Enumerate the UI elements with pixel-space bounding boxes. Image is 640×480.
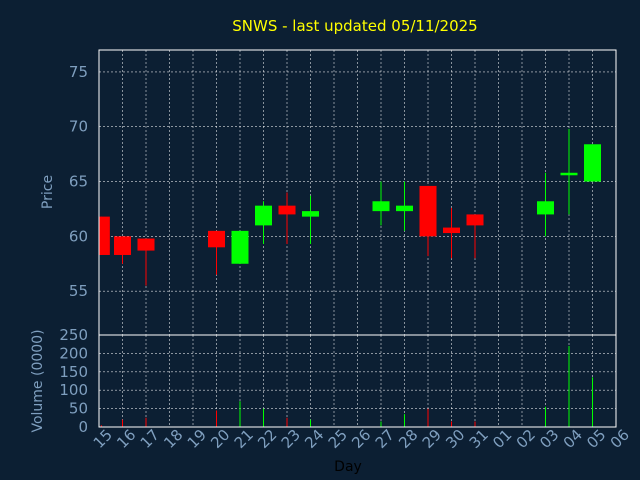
candle-body bbox=[99, 216, 110, 255]
candle-body bbox=[302, 211, 319, 217]
volume-tick-label: 250 bbox=[59, 326, 88, 344]
volume-bars bbox=[100, 346, 593, 427]
candle-body bbox=[255, 205, 272, 226]
price-tick-label: 70 bbox=[69, 118, 88, 136]
price-tick-labels: 55 60 65 70 75 bbox=[69, 63, 88, 300]
chart-title: SNWS - last updated 05/11/2025 bbox=[232, 17, 477, 35]
volume-axis-label: Volume (0000) bbox=[30, 329, 46, 432]
candle-body bbox=[208, 230, 225, 248]
volume-tick-label: 0 bbox=[78, 418, 88, 436]
volume-tick-label: 50 bbox=[69, 400, 88, 418]
volume-panel-frame bbox=[98, 334, 617, 428]
candle-body bbox=[231, 230, 249, 264]
volume-tick-label: 150 bbox=[59, 363, 88, 381]
candle-body bbox=[584, 144, 601, 182]
volume-tick-label: 100 bbox=[59, 381, 88, 399]
candle-body bbox=[443, 227, 460, 234]
candle-body bbox=[372, 201, 390, 212]
x-axis-label: Day bbox=[334, 459, 362, 475]
price-grid bbox=[99, 50, 616, 335]
candle-body bbox=[278, 205, 296, 215]
candle-body bbox=[137, 238, 155, 251]
candle-body bbox=[466, 214, 484, 226]
candle-body bbox=[396, 205, 413, 212]
candle-body bbox=[537, 201, 554, 215]
candle-body bbox=[560, 172, 578, 176]
price-tick-label: 60 bbox=[69, 227, 88, 245]
x-tick-labels: 1516171819202122232425262728293031010203… bbox=[90, 426, 633, 452]
price-tick-label: 55 bbox=[69, 282, 88, 300]
price-tick-label: 75 bbox=[69, 63, 88, 81]
candle-body bbox=[114, 236, 131, 255]
volume-tick-label: 200 bbox=[59, 344, 88, 362]
candles bbox=[99, 128, 601, 286]
price-axis-label: Price bbox=[40, 175, 56, 209]
candle-body bbox=[419, 185, 437, 237]
price-tick-label: 65 bbox=[69, 173, 88, 191]
